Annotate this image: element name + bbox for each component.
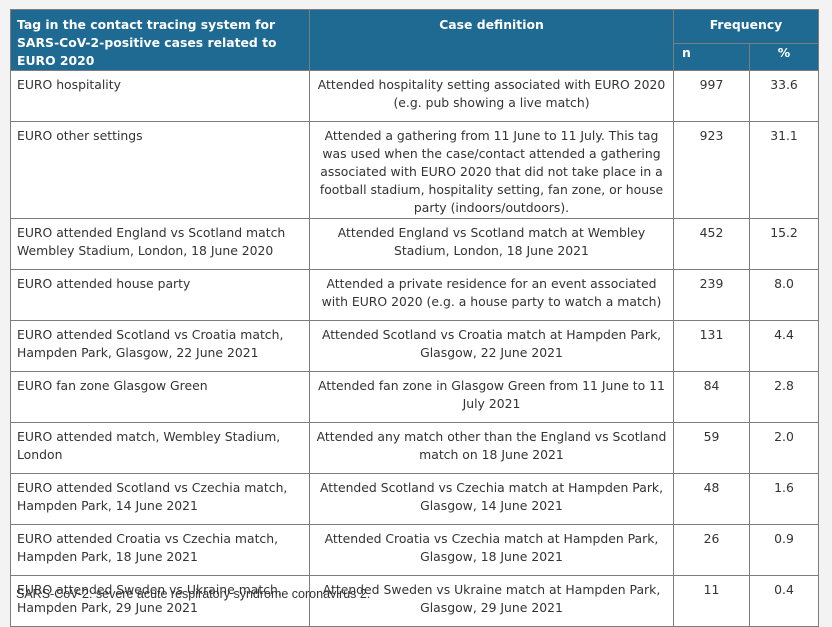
percent-cell: 33.6 <box>749 70 819 122</box>
percent-cell: 0.4 <box>749 575 819 627</box>
tag-cell: EURO other settings <box>10 121 310 219</box>
percent-cell: 4.4 <box>749 320 819 372</box>
euro-2020-tag-table: Tag in the contact tracing system for SA… <box>10 8 819 627</box>
definition-cell: Attended Sweden vs Ukraine match at Hamp… <box>309 575 674 627</box>
tag-cell: EURO attended Scotland vs Czechia match,… <box>10 473 310 525</box>
percent-cell: 8.0 <box>749 269 819 321</box>
tag-cell: EURO hospitality <box>10 70 310 122</box>
table-row: EURO attended England vs Scotland match … <box>10 218 819 270</box>
tag-cell: EURO attended England vs Scotland match … <box>10 218 310 270</box>
definition-cell: Attended a private residence for an even… <box>309 269 674 321</box>
definition-cell: Attended England vs Scotland match at We… <box>309 218 674 270</box>
n-cell: 131 <box>673 320 750 372</box>
percent-cell: 31.1 <box>749 121 819 219</box>
table-row: EURO other settings Attended a gathering… <box>10 121 819 219</box>
header-percent: % <box>749 43 819 71</box>
percent-cell: 15.2 <box>749 218 819 270</box>
n-cell: 48 <box>673 473 750 525</box>
tag-cell: EURO fan zone Glasgow Green <box>10 371 310 423</box>
tag-cell: EURO attended Scotland vs Croatia match,… <box>10 320 310 372</box>
n-cell: 239 <box>673 269 750 321</box>
table-row: EURO attended Scotland vs Czechia match,… <box>10 473 819 525</box>
header-frequency: Frequency <box>673 8 819 45</box>
header-case-definition: Case definition <box>309 9 674 71</box>
table-row: EURO attended Croatia vs Czechia match, … <box>10 524 819 576</box>
n-cell: 997 <box>673 70 750 122</box>
tag-cell: EURO attended house party <box>10 269 310 321</box>
table-row: EURO attended house party Attended a pri… <box>10 269 819 321</box>
percent-cell: 2.0 <box>749 422 819 474</box>
n-cell: 923 <box>673 121 750 219</box>
n-cell: 84 <box>673 371 750 423</box>
table-row: EURO attended Scotland vs Croatia match,… <box>10 320 819 372</box>
table-row: EURO attended match, Wembley Stadium, Lo… <box>10 422 819 474</box>
table-row: EURO attended Sweden vs Ukraine match, H… <box>10 575 819 627</box>
table-row: EURO hospitality Attended hospitality se… <box>10 70 819 122</box>
definition-cell: Attended fan zone in Glasgow Green from … <box>309 371 674 423</box>
table-row: EURO fan zone Glasgow Green Attended fan… <box>10 371 819 423</box>
n-cell: 11 <box>673 575 750 627</box>
n-cell: 452 <box>673 218 750 270</box>
header-n: n <box>673 43 750 71</box>
tag-cell: EURO attended Croatia vs Czechia match, … <box>10 524 310 576</box>
definition-cell: Attended hospitality setting associated … <box>309 70 674 122</box>
percent-cell: 2.8 <box>749 371 819 423</box>
definition-cell: Attended Scotland vs Croatia match at Ha… <box>309 320 674 372</box>
header-tag: Tag in the contact tracing system for SA… <box>10 9 310 71</box>
definition-cell: Attended Croatia vs Czechia match at Ham… <box>309 524 674 576</box>
percent-cell: 0.9 <box>749 524 819 576</box>
tag-cell: EURO attended Sweden vs Ukraine match, H… <box>10 575 310 627</box>
definition-cell: Attended a gathering from 11 June to 11 … <box>309 121 674 219</box>
percent-cell: 1.6 <box>749 473 819 525</box>
n-cell: 59 <box>673 422 750 474</box>
table-footnote: SARS-CoV-2: severe acute respiratory syn… <box>16 587 371 601</box>
n-cell: 26 <box>673 524 750 576</box>
definition-cell: Attended any match other than the Englan… <box>309 422 674 474</box>
tag-cell: EURO attended match, Wembley Stadium, Lo… <box>10 422 310 474</box>
definition-cell: Attended Scotland vs Czechia match at Ha… <box>309 473 674 525</box>
